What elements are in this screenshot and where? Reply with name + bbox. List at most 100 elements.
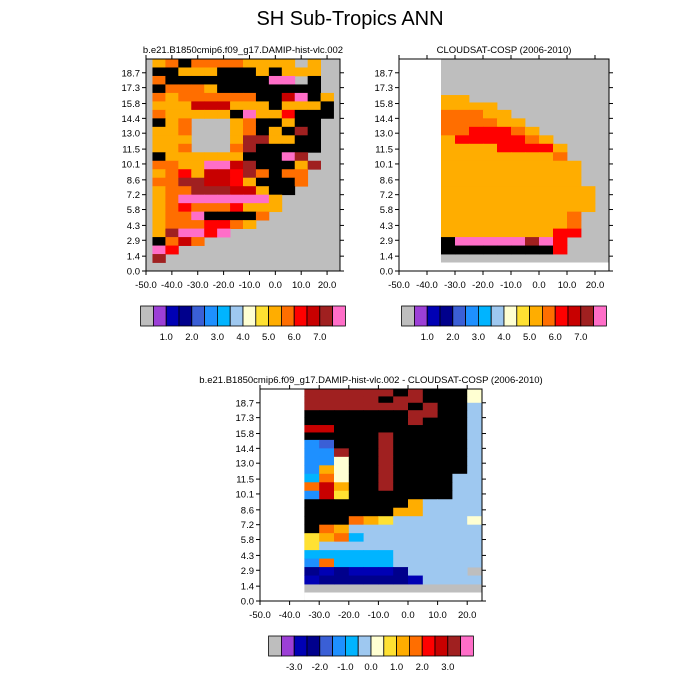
heatmap-cell	[320, 101, 334, 111]
heatmap-cell	[294, 92, 309, 102]
heatmap-cell	[178, 194, 192, 204]
heatmap-cell	[467, 410, 483, 419]
heatmap-cell	[497, 237, 512, 246]
heatmap-cell	[165, 143, 179, 153]
heatmap-cell	[230, 92, 244, 102]
colorbar-label: 5.0	[523, 332, 536, 343]
heatmap-cell	[581, 186, 596, 196]
heatmap-cell	[553, 228, 568, 238]
heatmap-cell	[204, 67, 218, 77]
x-tick-label: -20.0	[472, 280, 494, 291]
heatmap-cell	[408, 473, 424, 483]
heatmap-cell	[497, 118, 512, 128]
heatmap-cell	[243, 75, 257, 85]
heatmap-cell	[455, 95, 470, 103]
heatmap-cell	[268, 203, 283, 213]
heatmap-cell	[393, 533, 409, 543]
heatmap-cell	[467, 482, 483, 492]
heatmap-cell	[437, 490, 453, 500]
panel-title: CLOUDSAT-COSP (2006-2010)	[437, 45, 572, 56]
heatmap-cell	[152, 177, 166, 187]
panel-title: b.e21.B1850cmip6.f09_g17.DAMIP-hist-vlc.…	[199, 375, 542, 386]
heatmap-cell	[165, 101, 179, 111]
heatmap-cell	[348, 516, 364, 526]
heatmap-cell	[378, 402, 394, 411]
heatmap-cell	[553, 237, 568, 246]
heatmap-cell	[539, 203, 554, 213]
heatmap-cell	[437, 439, 453, 449]
heatmap-cell	[511, 194, 526, 204]
heatmap-cell	[319, 402, 335, 411]
heatmap-cell	[152, 92, 166, 102]
heatmap-cell	[255, 59, 270, 68]
colorbar-label: 4.0	[236, 332, 249, 343]
heatmap-cell	[281, 169, 296, 179]
colorbar-box	[465, 305, 479, 327]
heatmap-cell	[217, 228, 231, 238]
heatmap-cell	[497, 160, 512, 170]
heatmap-cell	[455, 118, 470, 128]
heatmap-cell	[378, 417, 394, 426]
heatmap-cell	[243, 211, 257, 221]
heatmap-cell	[348, 448, 364, 458]
heatmap-cell	[511, 143, 526, 153]
heatmap-cell	[437, 465, 453, 475]
heatmap-cell	[178, 67, 192, 77]
heatmap-cell	[268, 118, 283, 128]
heatmap-cell	[304, 541, 320, 551]
colorbar-box	[216, 305, 231, 327]
heatmap-cell	[378, 550, 394, 559]
heatmap-cell	[294, 160, 309, 170]
heatmap-cell	[452, 402, 468, 411]
heatmap-cell	[319, 516, 335, 526]
heatmap-cell	[230, 194, 244, 204]
colorbar-label: 2.0	[446, 332, 459, 343]
colorbar-box	[426, 305, 441, 327]
heatmap-cell	[165, 109, 179, 119]
heatmap-cell	[437, 432, 453, 441]
heatmap-cell	[204, 177, 218, 187]
heatmap-cell	[539, 237, 554, 246]
heatmap-cell	[319, 507, 335, 517]
heatmap-cell	[455, 109, 470, 119]
heatmap-cell	[452, 432, 468, 441]
heatmap-cell	[348, 499, 364, 509]
x-tick-label: -40.0	[161, 280, 183, 291]
heatmap-cell	[363, 550, 379, 559]
heatmap-cell	[204, 109, 218, 119]
heatmap-cell	[319, 558, 335, 568]
heatmap-cell	[304, 516, 320, 526]
heatmap-cell	[452, 541, 468, 551]
heatmap-cell	[437, 575, 453, 585]
heatmap-cell	[455, 169, 470, 179]
heatmap-cell	[553, 220, 568, 229]
heatmap-cell	[281, 92, 296, 102]
heatmap-cell	[497, 126, 512, 136]
heatmap-cell	[437, 402, 453, 411]
heatmap-cell	[348, 402, 364, 411]
heatmap-cell	[441, 169, 456, 179]
heatmap-cell	[363, 448, 379, 458]
heatmap-cell	[455, 194, 470, 204]
heatmap-cell	[378, 575, 394, 585]
y-tick-label: 11.5	[122, 145, 140, 156]
heatmap-cell	[348, 533, 364, 543]
heatmap-cell	[304, 550, 320, 559]
heatmap-cell	[191, 203, 205, 213]
heatmap-cell	[178, 75, 192, 85]
heatmap-cell	[319, 389, 335, 397]
heatmap-cell	[422, 524, 438, 534]
y-tick-label: 1.4	[241, 582, 254, 593]
heatmap-cell	[152, 160, 166, 170]
heatmap-cell	[281, 84, 296, 94]
colorbar-label: 6.0	[549, 332, 562, 343]
heatmap-cell	[304, 499, 320, 509]
heatmap-cell	[334, 575, 350, 585]
colorbar-box	[503, 305, 518, 327]
heatmap-cells	[304, 389, 483, 585]
colorbar-box	[191, 305, 206, 327]
heatmap-cell	[497, 135, 512, 145]
heatmap-cell	[334, 541, 350, 551]
y-tick-label: 4.3	[127, 221, 140, 232]
heatmap-cell	[378, 499, 394, 509]
